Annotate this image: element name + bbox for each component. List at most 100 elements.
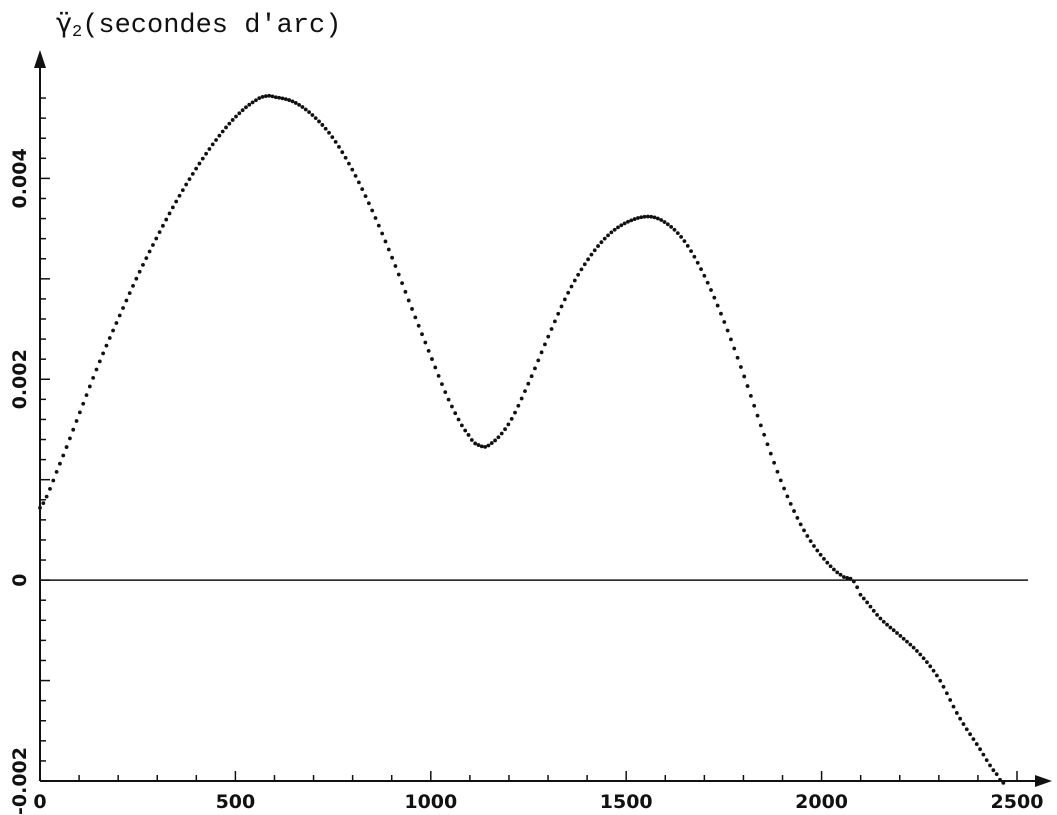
data-point bbox=[466, 433, 471, 437]
data-point bbox=[267, 93, 272, 98]
data-point bbox=[420, 332, 424, 337]
data-point bbox=[805, 534, 810, 538]
data-point bbox=[489, 441, 494, 445]
data-point bbox=[689, 249, 693, 253]
data-point bbox=[606, 233, 610, 238]
data-point bbox=[151, 243, 155, 247]
data-point bbox=[44, 494, 49, 499]
data-point bbox=[911, 645, 916, 650]
data-point bbox=[576, 272, 581, 277]
data-point bbox=[719, 311, 723, 316]
data-point bbox=[539, 350, 544, 355]
data-point bbox=[792, 509, 796, 513]
data-point bbox=[330, 135, 335, 140]
data-point bbox=[320, 123, 325, 127]
data-point bbox=[729, 337, 733, 342]
data-point bbox=[127, 291, 132, 296]
data-point bbox=[240, 108, 245, 113]
data-point bbox=[366, 201, 371, 206]
data-point bbox=[456, 417, 461, 422]
data-point bbox=[619, 223, 624, 228]
y-axis-symbol: γ̈ bbox=[56, 8, 72, 39]
data-point bbox=[908, 642, 913, 647]
data-point bbox=[373, 216, 378, 220]
data-point bbox=[499, 431, 504, 436]
data-point bbox=[77, 410, 82, 415]
data-point bbox=[496, 435, 501, 440]
data-point bbox=[293, 101, 298, 105]
data-point bbox=[835, 570, 840, 575]
data-point bbox=[838, 572, 843, 577]
data-point bbox=[941, 684, 946, 689]
data-point bbox=[626, 219, 630, 224]
data-point bbox=[469, 438, 474, 442]
axes bbox=[34, 50, 1052, 787]
data-point bbox=[167, 211, 172, 216]
data-point bbox=[177, 193, 182, 198]
data-point bbox=[925, 660, 929, 665]
data-point bbox=[41, 501, 46, 505]
data-point bbox=[114, 321, 119, 325]
data-point bbox=[273, 95, 278, 100]
data-point bbox=[642, 214, 647, 219]
data-point bbox=[652, 215, 657, 220]
data-point bbox=[413, 315, 418, 320]
data-point bbox=[915, 649, 919, 653]
data-point bbox=[988, 763, 992, 768]
data-point bbox=[948, 698, 953, 702]
data-point bbox=[586, 257, 590, 262]
data-point bbox=[582, 262, 587, 267]
data-point bbox=[48, 486, 52, 491]
x-tick-label: 500 bbox=[216, 791, 256, 813]
data-point bbox=[905, 639, 909, 644]
data-point bbox=[715, 303, 720, 308]
data-point bbox=[393, 264, 398, 268]
data-point bbox=[107, 336, 112, 340]
data-point bbox=[609, 230, 614, 235]
data-point bbox=[68, 436, 72, 441]
data-point bbox=[895, 631, 899, 635]
data-point bbox=[579, 267, 584, 272]
x-tick-label: 1500 bbox=[600, 791, 653, 813]
data-point bbox=[410, 307, 414, 311]
data-point bbox=[944, 691, 949, 696]
x-tick-label: 2500 bbox=[991, 791, 1044, 813]
data-point bbox=[848, 576, 853, 581]
data-point bbox=[327, 130, 331, 135]
data-point bbox=[440, 382, 444, 387]
data-point bbox=[828, 564, 833, 569]
data-point bbox=[871, 608, 876, 613]
data-point bbox=[772, 460, 777, 465]
data-point bbox=[675, 231, 680, 236]
data-point bbox=[509, 416, 514, 421]
data-point bbox=[639, 215, 644, 220]
data-point bbox=[446, 397, 451, 402]
data-point bbox=[699, 267, 703, 272]
data-point bbox=[971, 737, 976, 742]
data-point bbox=[991, 768, 996, 773]
data-point bbox=[918, 652, 923, 657]
data-point bbox=[808, 539, 813, 544]
data-point bbox=[702, 273, 707, 278]
data-point bbox=[333, 139, 338, 144]
data-point bbox=[257, 96, 262, 101]
data-point bbox=[161, 223, 165, 228]
data-point bbox=[888, 625, 893, 630]
data-point bbox=[204, 151, 208, 156]
data-point bbox=[506, 422, 511, 427]
data-point bbox=[38, 505, 42, 510]
data-point bbox=[297, 102, 301, 107]
data-point bbox=[154, 236, 159, 241]
data-point bbox=[569, 284, 574, 289]
data-point bbox=[433, 365, 438, 370]
data-point bbox=[968, 732, 972, 737]
data-point bbox=[426, 348, 431, 353]
data-point bbox=[898, 633, 903, 638]
data-point bbox=[94, 367, 99, 372]
data-point bbox=[705, 280, 710, 285]
data-point bbox=[101, 351, 106, 356]
data-point bbox=[486, 443, 491, 448]
data-point bbox=[450, 404, 454, 409]
data-point bbox=[632, 217, 637, 221]
